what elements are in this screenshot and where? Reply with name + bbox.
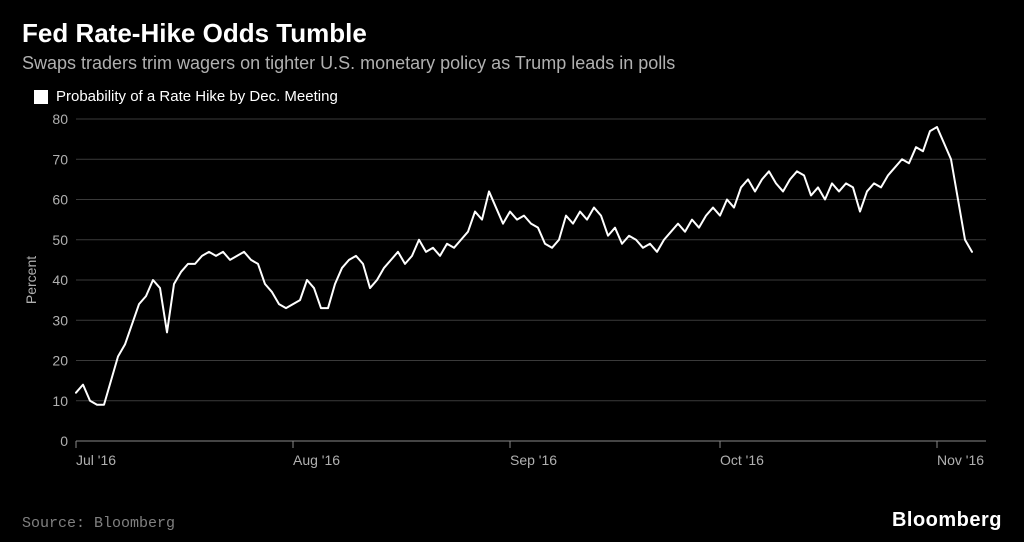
svg-text:80: 80 [52,111,68,127]
svg-text:10: 10 [52,393,68,409]
source-attribution: Source: Bloomberg [22,515,175,532]
brand-logo: Bloomberg [892,509,1002,532]
svg-text:Jul '16: Jul '16 [76,452,116,468]
svg-text:Aug '16: Aug '16 [293,452,340,468]
svg-text:30: 30 [52,312,68,328]
svg-text:70: 70 [52,151,68,167]
svg-text:0: 0 [60,433,68,449]
svg-text:20: 20 [52,353,68,369]
svg-text:60: 60 [52,192,68,208]
chart-title: Fed Rate-Hike Odds Tumble [22,18,1002,49]
legend-swatch [34,90,48,104]
svg-text:Percent: Percent [23,256,39,304]
svg-text:50: 50 [52,232,68,248]
svg-text:Nov '16: Nov '16 [937,452,984,468]
chart-area: 0 10 20 30 40 50 60 70 80 Percent Jul '16 Aug '16 Se… [22,111,1002,481]
legend-label: Probability of a Rate Hike by Dec. Meeti… [56,88,338,105]
svg-text:40: 40 [52,272,68,288]
svg-text:Sep '16: Sep '16 [510,452,557,468]
line-chart-svg: 0 10 20 30 40 50 60 70 80 Percent Jul '16 Aug '16 Se… [22,111,1002,481]
legend: Probability of a Rate Hike by Dec. Meeti… [34,88,1002,105]
chart-subtitle: Swaps traders trim wagers on tighter U.S… [22,53,1002,74]
svg-text:Oct '16: Oct '16 [720,452,764,468]
